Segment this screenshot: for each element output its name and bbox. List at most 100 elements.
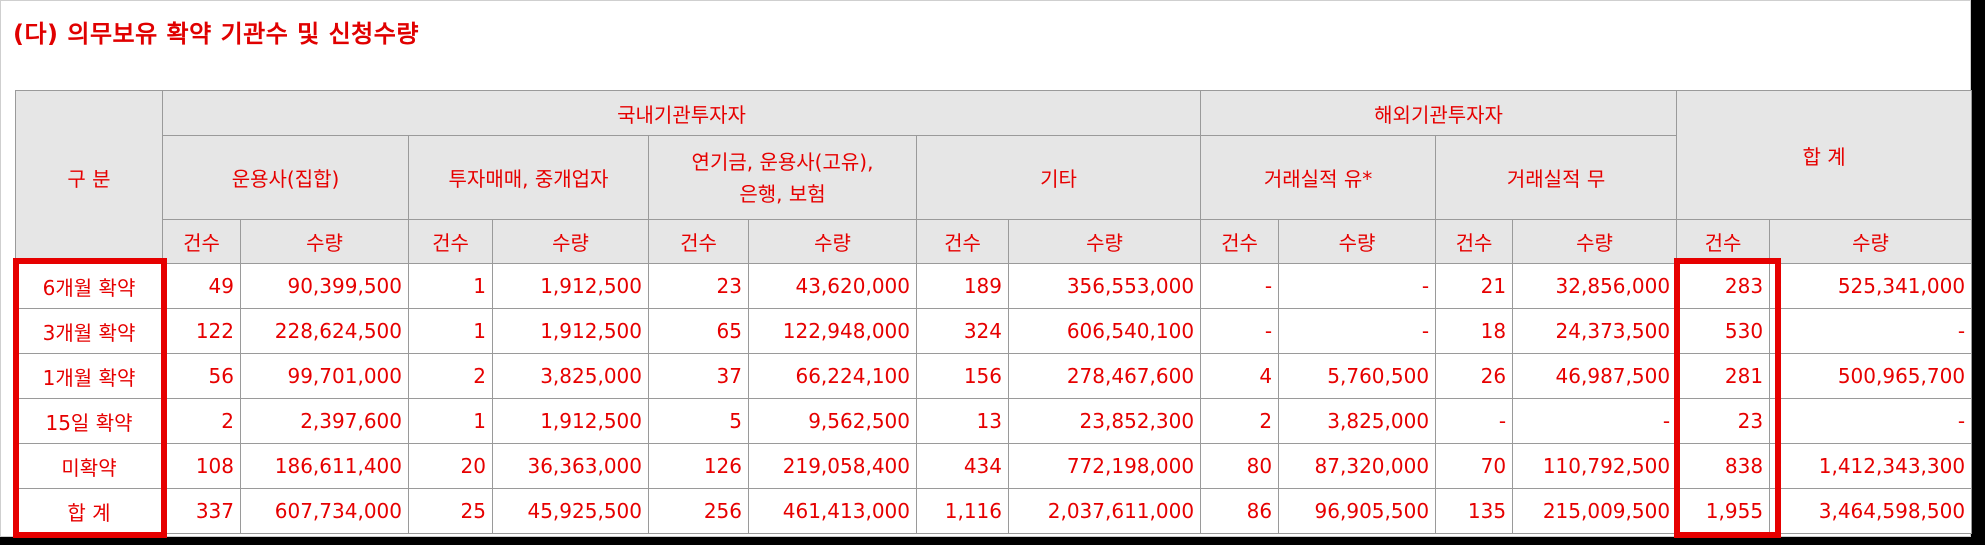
- quantity-cell: -: [1278, 308, 1437, 354]
- count-cell: 122: [162, 308, 241, 354]
- subheader-foreign-with-record: 거래실적 유*: [1200, 135, 1437, 220]
- quantity-column-header: 수량: [492, 219, 649, 264]
- count-cell: 23: [1676, 398, 1771, 444]
- count-cell: 56: [162, 353, 241, 399]
- quantity-cell: 1,912,500: [492, 398, 649, 444]
- row-label: 1개월 확약: [15, 353, 163, 399]
- count-cell: 5: [648, 398, 749, 444]
- count-cell: 324: [916, 308, 1009, 354]
- quantity-cell: 122,948,000: [748, 308, 917, 354]
- quantity-cell: 772,198,000: [1007, 443, 1202, 489]
- subheader-other: 기타: [915, 135, 1202, 220]
- quantity-column-header: 수량: [1278, 219, 1437, 264]
- quantity-cell: 36,363,000: [492, 443, 649, 489]
- quantity-cell: 607,734,000: [240, 488, 409, 534]
- count-cell: -: [1435, 398, 1514, 444]
- quantity-column-header: 수량: [748, 219, 917, 264]
- count-cell: 2: [162, 398, 241, 444]
- row-label: 15일 확약: [15, 398, 163, 444]
- count-cell: 2: [408, 353, 493, 399]
- quantity-cell: 90,399,500: [240, 263, 409, 309]
- quantity-cell: 46,987,500: [1512, 353, 1678, 399]
- quantity-cell: 96,905,500: [1278, 488, 1437, 534]
- count-cell: 1: [408, 398, 493, 444]
- count-cell: 126: [648, 443, 749, 489]
- corner-header: 구 분: [15, 90, 163, 264]
- count-cell: 80: [1200, 443, 1280, 489]
- quantity-cell: 3,464,598,500: [1769, 488, 1973, 534]
- count-column-header: 건수: [648, 219, 749, 264]
- table-row: 15일 확약 2 2,397,600 1 1,912,500 5 9,562,500 13 23…: [15, 398, 1973, 444]
- count-cell: 86: [1200, 488, 1280, 534]
- quantity-cell: 219,058,400: [748, 443, 917, 489]
- count-cell: 4: [1200, 353, 1280, 399]
- count-column-header: 건수: [162, 219, 241, 264]
- count-column-header: 건수: [916, 219, 1009, 264]
- quantity-cell: 110,792,500: [1512, 443, 1678, 489]
- count-column-header: 건수: [1435, 219, 1514, 264]
- row-label: 6개월 확약: [15, 263, 163, 309]
- quantity-cell: 356,553,000: [1007, 263, 1202, 309]
- count-cell: 70: [1435, 443, 1514, 489]
- quantity-cell: -: [1769, 398, 1973, 444]
- quantity-cell: 1,912,500: [492, 263, 649, 309]
- quantity-cell: 9,562,500: [748, 398, 917, 444]
- quantity-column-header: 수량: [240, 219, 409, 264]
- count-cell: 23: [648, 263, 749, 309]
- row-label: 합 계: [15, 488, 163, 534]
- count-column-header: 건수: [1200, 219, 1280, 264]
- count-cell: 530: [1676, 308, 1771, 354]
- quantity-cell: 87,320,000: [1278, 443, 1437, 489]
- count-cell: 2: [1200, 398, 1280, 444]
- table-row: 3개월 확약 122 228,624,500 1 1,912,500 65 122,948,…: [15, 308, 1973, 354]
- subheader-foreign-no-record: 거래실적 무: [1435, 135, 1678, 220]
- quantity-cell: 1,412,343,300: [1769, 443, 1973, 489]
- count-cell: 281: [1676, 353, 1771, 399]
- count-cell: -: [1200, 308, 1280, 354]
- quantity-column-header: 수량: [1007, 219, 1202, 264]
- table-row: 합 계 337 607,734,000 25 45,925,500 256 461,413,…: [15, 488, 1973, 534]
- count-cell: 26: [1435, 353, 1514, 399]
- quantity-cell: 5,760,500: [1278, 353, 1437, 399]
- count-cell: 65: [648, 308, 749, 354]
- quantity-cell: -: [1512, 398, 1678, 444]
- count-cell: 256: [648, 488, 749, 534]
- count-cell: 434: [916, 443, 1009, 489]
- quantity-cell: 278,467,600: [1007, 353, 1202, 399]
- subheader-broker-dealer: 투자매매, 중개업자: [408, 135, 649, 220]
- lockup-table: 구 분 국내기관투자자 해외기관투자자 합 계 운용사(집합) 투자매매, 중개…: [15, 90, 1973, 534]
- count-cell: 13: [916, 398, 1009, 444]
- quantity-cell: 461,413,000: [748, 488, 917, 534]
- count-cell: 37: [648, 353, 749, 399]
- quantity-cell: 24,373,500: [1512, 308, 1678, 354]
- count-cell: 1,116: [916, 488, 1009, 534]
- foreign-group-header: 해외기관투자자: [1200, 90, 1678, 136]
- count-cell: 337: [162, 488, 241, 534]
- count-cell: 108: [162, 443, 241, 489]
- quantity-cell: 500,965,700: [1769, 353, 1973, 399]
- quantity-cell: 3,825,000: [1278, 398, 1437, 444]
- quantity-cell: 2,397,600: [240, 398, 409, 444]
- row-label: 3개월 확약: [15, 308, 163, 354]
- quantity-cell: 1,912,500: [492, 308, 649, 354]
- quantity-cell: -: [1769, 308, 1973, 354]
- count-cell: 1: [408, 263, 493, 309]
- quantity-column-header: 수량: [1769, 219, 1973, 264]
- quantity-cell: 23,852,300: [1007, 398, 1202, 444]
- count-cell: 156: [916, 353, 1009, 399]
- section-title: (다) 의무보유 확약 기관수 및 신청수량: [13, 20, 419, 48]
- domestic-group-header: 국내기관투자자: [161, 90, 1202, 136]
- table-row: 1개월 확약 56 99,701,000 2 3,825,000 37 66,224,100…: [15, 353, 1973, 399]
- count-cell: 1,955: [1676, 488, 1771, 534]
- row-label: 미확약: [15, 443, 163, 489]
- quantity-cell: 43,620,000: [748, 263, 917, 309]
- subheader-asset-manager: 운용사(집합): [162, 135, 409, 220]
- quantity-cell: 2,037,611,000: [1007, 488, 1202, 534]
- quantity-cell: 228,624,500: [240, 308, 409, 354]
- count-cell: 1: [408, 308, 493, 354]
- quantity-cell: -: [1278, 263, 1437, 309]
- count-column-header: 건수: [408, 219, 493, 264]
- total-group-header: 합 계: [1676, 90, 1973, 220]
- table-row: 6개월 확약 49 90,399,500 1 1,912,500 23 43,620,000…: [15, 263, 1973, 309]
